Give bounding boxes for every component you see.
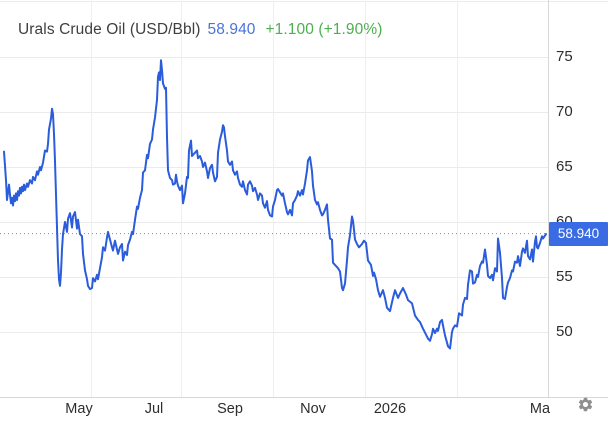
x-axis-label: 2026 <box>373 401 407 417</box>
x-axis-label: Jul <box>144 401 164 417</box>
price-change: +1.100 (+1.90%) <box>265 21 383 38</box>
y-axis-label: 75 <box>556 47 573 65</box>
x-axis-label: Nov <box>300 401 326 417</box>
chart-title-row: Urals Crude Oil (USD/Bbl) 58.940 +1.100 (+… <box>18 21 383 39</box>
y-axis-label: 50 <box>556 322 573 340</box>
time-scale: May Jul Sep Nov 2026 Ma <box>0 399 552 421</box>
gear-icon <box>578 397 592 411</box>
x-axis-label: Ma <box>529 401 551 417</box>
last-price: 58.940 <box>207 21 256 38</box>
y-axis-label: 65 <box>556 157 573 175</box>
x-axis-label: Sep <box>217 401 243 417</box>
current-price-badge: 58.940 <box>549 221 608 246</box>
y-axis-label: 55 <box>556 267 573 285</box>
settings-button[interactable] <box>575 394 595 414</box>
y-axis-label: 70 <box>556 102 573 120</box>
instrument-title: Urals Crude Oil (USD/Bbl) <box>18 21 201 38</box>
x-axis-label: May <box>65 401 93 417</box>
price-scale: 757065605550 <box>548 0 608 397</box>
price-line-series <box>3 59 547 350</box>
